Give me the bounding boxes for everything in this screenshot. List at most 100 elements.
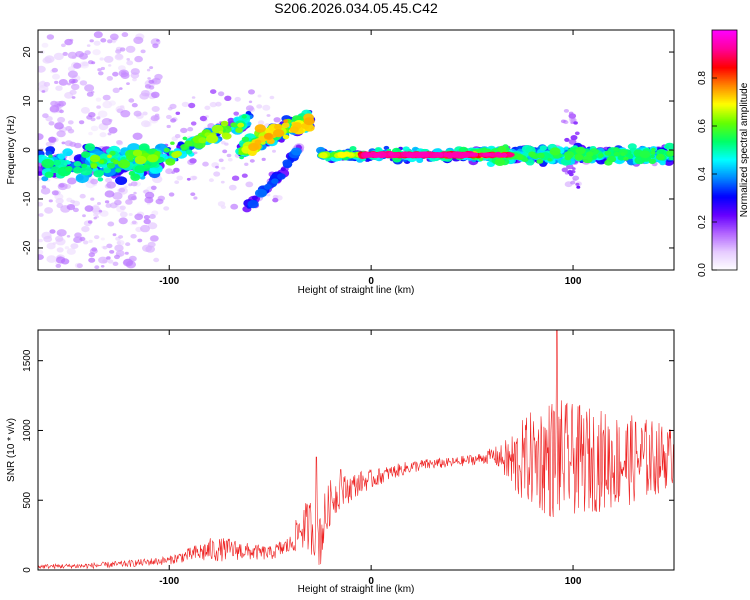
spectrogram-blob [88, 131, 93, 136]
colorbar-cell [712, 160, 737, 163]
colorbar-cell [712, 258, 737, 261]
spectrogram-blob [143, 218, 151, 225]
spectrogram-blob [165, 168, 174, 175]
spectrogram-blob [38, 254, 44, 260]
snr-plot-area [38, 330, 674, 570]
colorbar-cell [712, 88, 737, 91]
spectrogram-blob [140, 49, 146, 54]
spectrogram-blob [272, 197, 279, 203]
spectrogram-blob [133, 36, 144, 44]
spectrogram-blob [165, 158, 176, 166]
spectrogram-blob [54, 80, 59, 84]
spectrogram-blob [67, 128, 75, 134]
colorbar-cell [712, 144, 737, 147]
colorbar-cell [712, 224, 737, 227]
colorbar-cell [712, 266, 737, 269]
spectrogram-blob [132, 77, 137, 82]
spectrogram-blob [79, 53, 88, 60]
spectrogram-blob [604, 159, 613, 166]
y-tick-label: -10 [22, 191, 33, 206]
spectrogram-blob [38, 177, 41, 181]
spectrogram-blob [87, 220, 93, 224]
spectrogram-blob [325, 157, 331, 162]
colorbar-cell [712, 180, 737, 183]
spectrogram-blob [114, 53, 124, 61]
spectrogram-blob [41, 42, 49, 48]
colorbar-cell [712, 218, 737, 221]
colorbar-cell [712, 242, 737, 245]
spectrogram-blob [58, 183, 65, 188]
colorbar-cell [712, 48, 737, 51]
spectrogram-blob [108, 127, 118, 134]
spectrogram-blob [124, 185, 128, 189]
spectrogram-blob [41, 90, 46, 93]
spectrogram-blob [56, 130, 66, 138]
spectrogram-blob [486, 152, 491, 157]
spectrogram-blob [263, 183, 272, 190]
colorbar-cell [712, 130, 737, 133]
spectrogram-blob [64, 166, 73, 172]
colorbar-cell [712, 54, 737, 57]
spectrogram-blob [666, 149, 674, 156]
spectrogram-blob [256, 104, 263, 109]
spectrogram-blob [153, 257, 160, 263]
spectrogram-blob [70, 83, 80, 91]
spectrogram-blob [84, 143, 96, 152]
colorbar-cell [712, 186, 737, 189]
spectrogram-blob [78, 120, 85, 125]
colorbar-cell [712, 114, 737, 117]
spectrogram-blob [42, 113, 49, 119]
spectrogram-blob [81, 226, 90, 233]
colorbar-cell [712, 36, 737, 39]
spectrogram-blob [91, 247, 98, 252]
colorbar-cell [712, 92, 737, 95]
spectrogram-blob [68, 78, 76, 84]
spectrogram-blob [40, 187, 51, 195]
spectrogram-blob [235, 127, 243, 133]
spectrogram-blob [445, 152, 454, 159]
spectrogram-blob [141, 90, 150, 97]
spectrogram-blob [266, 114, 271, 117]
spectrogram-blob [38, 65, 46, 73]
spectrogram-blob [130, 234, 137, 239]
colorbar-cell [712, 250, 737, 253]
spectrogram-blob [86, 44, 91, 47]
colorbar-cell [712, 138, 737, 141]
colorbar-cell [712, 32, 737, 35]
spectrogram-blob [98, 256, 108, 264]
spectrogram-blob [132, 149, 143, 157]
spectrogram-blob [79, 193, 86, 199]
spectrogram-blob [125, 45, 136, 53]
spectrogram-blob [102, 100, 113, 109]
colorbar-cell [712, 152, 737, 155]
spectrogram-blob [650, 154, 655, 159]
spectrogram-blob [291, 147, 302, 156]
spectrogram-blob [103, 55, 114, 63]
spectrogram-blob [650, 150, 656, 155]
spectrogram-blob [48, 154, 53, 158]
spectrogram-blob [107, 154, 112, 159]
spectrogram-blob [658, 149, 665, 155]
spectrogram-blob [80, 166, 93, 176]
spectrogram-blob [171, 171, 175, 174]
colorbar-cell [712, 146, 737, 149]
spectrogram-blob [50, 166, 60, 174]
spectrogram-blob [228, 184, 237, 191]
spectrogram-blob [623, 156, 629, 161]
colorbar-cell [712, 240, 737, 243]
spectrogram-blob [55, 263, 62, 268]
spectrogram-blob [202, 161, 209, 167]
spectrogram-blob [234, 96, 241, 102]
spectrogram-blob [144, 84, 152, 89]
spectrogram-blob [282, 134, 290, 140]
spectrogram-blob [95, 97, 102, 102]
spectrogram-blob [210, 89, 217, 94]
spectrogram-blob [96, 116, 101, 120]
spectrogram-blob [90, 163, 98, 169]
spectrogram-blob [112, 87, 120, 94]
spectrogram-blob [90, 125, 99, 132]
spectrogram-blob [117, 159, 131, 169]
spectrogram-blob [528, 151, 536, 157]
spectrogram-blob [521, 157, 529, 163]
spectrogram-y-label: Frequency (Hz) [6, 116, 17, 185]
